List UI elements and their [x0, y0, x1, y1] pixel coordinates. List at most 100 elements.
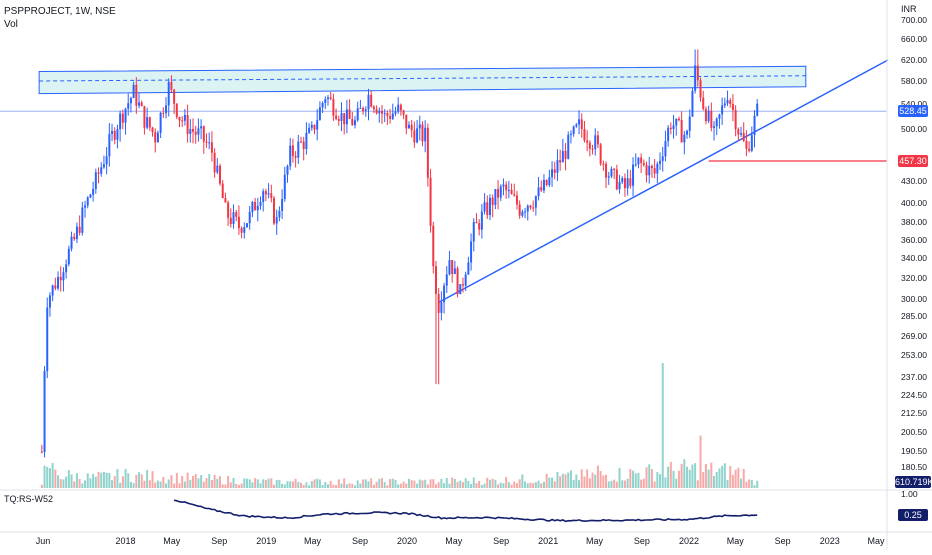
candle-body — [464, 274, 467, 286]
volume-bar — [40, 484, 43, 488]
candle-body — [156, 132, 159, 143]
volume-bar — [656, 472, 659, 488]
candle-body — [480, 211, 483, 230]
volume-bar — [734, 469, 737, 488]
candle-body — [691, 90, 694, 117]
price-tick-label: 190.50 — [901, 446, 927, 456]
volume-bar — [345, 484, 348, 488]
volume-bar — [464, 478, 467, 488]
volume-bar — [113, 476, 116, 488]
candle-body — [132, 84, 135, 99]
volume-bar — [718, 468, 721, 488]
volume-bar — [661, 363, 664, 488]
candle-body — [497, 189, 500, 198]
time-tick-label: May — [163, 536, 181, 546]
candle-body — [456, 268, 459, 295]
candle-body — [715, 118, 718, 127]
volume-badge: 610.719K — [895, 476, 932, 488]
candle-body — [594, 135, 597, 150]
price-tick-label: 500.00 — [901, 124, 927, 134]
volume-bar — [664, 477, 667, 488]
volume-bar — [121, 476, 124, 488]
volume-bar — [713, 476, 716, 488]
candle-body — [734, 109, 737, 130]
volume-bar — [389, 479, 392, 488]
volume-bar — [548, 477, 551, 488]
volume-bar — [70, 474, 73, 488]
candle-body — [470, 241, 473, 263]
candle-body — [367, 94, 370, 110]
candle-body — [683, 134, 686, 143]
candle-body — [127, 103, 130, 109]
candle-body — [59, 276, 62, 281]
volume-bar — [526, 483, 529, 488]
volume-bar — [497, 484, 500, 488]
candle-body — [383, 113, 386, 115]
volume-bar — [426, 484, 429, 488]
volume-bar — [89, 478, 92, 488]
candle-body — [472, 222, 475, 242]
volume-bar — [202, 481, 205, 488]
volume-bar — [542, 481, 545, 488]
candle-body — [216, 165, 219, 173]
volume-bar — [494, 479, 497, 488]
volume-bar — [286, 481, 289, 488]
volume-bar — [642, 478, 645, 488]
price-tick-label: 400.00 — [901, 198, 927, 208]
volume-bar — [310, 481, 313, 488]
volume-bar — [680, 463, 683, 488]
candle-body — [362, 107, 365, 112]
volume-bar — [594, 474, 597, 488]
candle-body — [513, 194, 516, 196]
candle-body — [235, 212, 238, 217]
rs-value-badge: 0.25 — [898, 509, 928, 521]
candle-body — [434, 266, 437, 294]
volume-bar — [181, 476, 184, 488]
candle-body — [640, 157, 643, 163]
volume-bar — [483, 483, 486, 488]
volume-bar — [116, 469, 119, 488]
volume-bar — [753, 485, 756, 488]
volume-bar — [650, 469, 653, 488]
volume-bar — [178, 483, 181, 488]
volume-bar — [62, 479, 65, 488]
volume-bar — [108, 472, 111, 488]
candle-body — [108, 133, 111, 157]
candle-body — [672, 125, 675, 130]
candle-body — [667, 127, 670, 142]
candle-body — [75, 226, 78, 240]
volume-bar — [669, 461, 672, 488]
volume-bar — [146, 470, 149, 488]
candle-body — [232, 212, 235, 224]
volume-bar — [513, 481, 516, 488]
volume-bar — [448, 483, 451, 488]
candle-body — [189, 129, 192, 134]
candle-body — [151, 127, 154, 133]
volume-bar — [237, 484, 240, 488]
candle-body — [140, 102, 143, 107]
candle-body — [370, 94, 373, 107]
time-tick-label: Jun — [36, 536, 51, 546]
candle-body — [515, 195, 518, 205]
candle-body — [205, 141, 208, 143]
candle-body — [526, 205, 529, 212]
candle-body — [559, 160, 562, 163]
volume-bar — [710, 462, 713, 488]
volume-bar — [632, 470, 635, 488]
volume-bar — [175, 473, 178, 488]
volume-bar — [159, 481, 162, 488]
candle-body — [756, 103, 759, 116]
volume-bar — [337, 479, 340, 488]
volume-bar — [461, 482, 464, 488]
volume-bar — [607, 481, 610, 488]
candle-body — [615, 169, 618, 190]
volume-bars-layer — [40, 363, 759, 488]
volume-bar — [397, 484, 400, 488]
candle-body — [248, 211, 251, 224]
time-tick-label: May — [445, 536, 463, 546]
candle-body — [299, 141, 302, 143]
candle-body — [505, 184, 508, 191]
time-tick-label: Sep — [352, 536, 368, 546]
candle-body — [575, 124, 578, 127]
